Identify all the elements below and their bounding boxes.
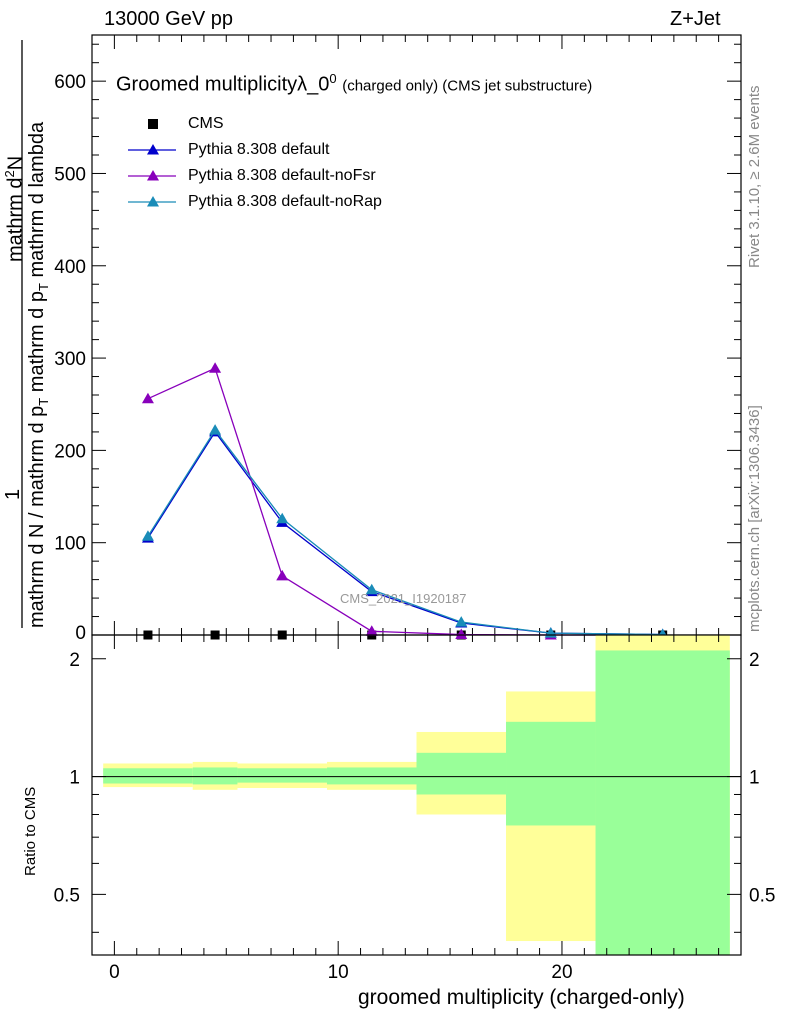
- y-tick-label: 100: [54, 534, 86, 555]
- legend-label-nofsr: Pythia 8.308 default-noFsr: [188, 167, 376, 184]
- ratio-y-tick-label-right: 1: [749, 768, 760, 789]
- series-marker-3: [455, 616, 468, 627]
- ratio-band-inner: [595, 650, 730, 955]
- series-marker-2: [209, 362, 222, 373]
- y-axis-num-sup: 2: [2, 170, 17, 178]
- header-left: 13000 GeV pp: [104, 8, 233, 30]
- legend-marker-triangle: [147, 144, 159, 155]
- plot-title-main: Groomed multiplicityλ_0: [116, 73, 330, 96]
- x-tick-label: 10: [328, 962, 349, 983]
- y-axis-den-sub: T: [36, 283, 51, 292]
- y-axis-prefix-den-sub: T: [36, 397, 51, 406]
- plot-title-sub: (charged only) (CMS jet substructure): [342, 77, 593, 95]
- mcplots-label: mcplots.cern.ch [arXiv:1306.3436]: [746, 405, 763, 632]
- y-tick-label: 300: [54, 349, 86, 370]
- header-right: Z+Jet: [670, 8, 721, 30]
- series-marker-3: [365, 583, 378, 595]
- series-marker-2: [141, 392, 154, 404]
- y-tick-label: 600: [54, 72, 86, 93]
- series-marker-2: [276, 569, 289, 581]
- plot-title-sup: 0: [329, 71, 337, 86]
- analysis-watermark: CMS_2021_I1920187: [340, 591, 467, 606]
- y-axis-num-text: mathrm d: [4, 177, 27, 262]
- ratio-y-tick-label: 1: [69, 768, 80, 789]
- y-axis-den-tail: mathrm d lambda: [26, 121, 48, 284]
- ratio-band-inner: [506, 721, 596, 826]
- ratio-band-inner: [416, 752, 507, 795]
- x-axis-label: groomed multiplicity (charged-only): [358, 986, 685, 1009]
- legend-marker-triangle: [147, 196, 159, 207]
- legend-label-norap: Pythia 8.308 default-noRap: [188, 193, 382, 210]
- ratio-y-tick-label-right: 0.5: [749, 885, 775, 906]
- ratio-band-inner: [192, 767, 238, 785]
- series-marker-3: [209, 424, 222, 435]
- ratio-y-tick-label-right: 2: [749, 650, 760, 671]
- y-axis-den-main: mathrm d p: [26, 291, 48, 393]
- y-axis-label-prefix-num: 1: [2, 488, 24, 500]
- series-marker-2: [365, 625, 378, 636]
- ratio-y-tick-label: 2: [69, 650, 80, 671]
- legend-marker-triangle: [147, 170, 159, 181]
- ratio-band-inner: [103, 768, 193, 784]
- plot-title: Groomed multiplicityλ_00 (charged only) …: [116, 71, 592, 97]
- y-tick-label: 500: [54, 164, 86, 185]
- y-axis-label-prefix-den: mathrm d N / mathrm d pT mathrm d pT mat…: [26, 122, 51, 628]
- y-tick-label: 0: [75, 623, 86, 644]
- ratio-frame: [91, 634, 742, 956]
- ratio-band-inner: [237, 768, 327, 783]
- main-panel: 100 200 300 400 500 600 0: [21, 34, 742, 644]
- ratio-y-tick-label: 0.5: [54, 885, 80, 906]
- rivet-label: Rivet 3.1.10, ≥ 2.6M events: [746, 85, 763, 269]
- ratio-band-inner: [326, 767, 417, 785]
- legend-label-cms: CMS: [188, 115, 224, 132]
- y-axis-prefix-den-text: mathrm d N / mathrm d p: [26, 405, 48, 628]
- y-axis-den-text: mathrm d pT mathrm d lambda: [26, 121, 51, 398]
- series-marker-2: [455, 628, 468, 640]
- series-marker-3: [276, 512, 289, 524]
- legend-marker-square: [148, 119, 158, 129]
- series-marker-3: [141, 530, 154, 541]
- y-axis-num-tail: N: [4, 155, 27, 171]
- y-tick-label: 400: [54, 257, 86, 278]
- ratio-panel: 0 10 20 0.5 0.5 1 1 2 2: [54, 634, 775, 983]
- legend-label-default: Pythia 8.308 default: [188, 141, 330, 158]
- x-tick-label: 0: [109, 962, 120, 983]
- x-tick-label: 20: [551, 962, 572, 983]
- y-tick-label: 200: [54, 441, 86, 462]
- ratio-y-axis-label: Ratio to CMS: [22, 786, 39, 876]
- y-axis-label-num: mathrm d2N: [2, 156, 28, 262]
